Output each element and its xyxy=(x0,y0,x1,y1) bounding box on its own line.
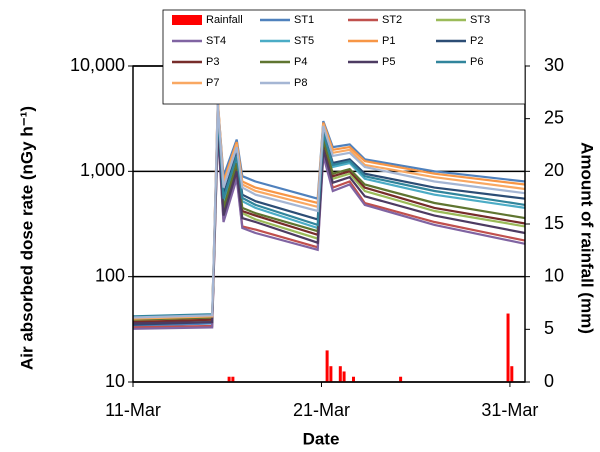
y-tick-label: 10 xyxy=(105,371,125,391)
rainfall-bar xyxy=(329,366,333,382)
legend-swatch xyxy=(172,15,202,25)
series-line xyxy=(132,99,526,322)
legend-label: P3 xyxy=(206,56,219,68)
legend-label: P7 xyxy=(206,77,219,89)
rainfall-bar xyxy=(399,376,403,382)
legend-label: P4 xyxy=(294,56,307,68)
y-axis-title: Air absorbed dose rate (nGy h⁻¹) xyxy=(17,106,36,370)
rainfall-bar xyxy=(231,376,235,382)
legend-label: ST3 xyxy=(470,14,490,26)
plot-frame xyxy=(132,65,526,383)
y2-tick-label: 5 xyxy=(544,318,554,338)
x-tick-label: 21-Mar xyxy=(293,400,350,420)
legend-label: ST5 xyxy=(294,35,314,47)
legend-label: P2 xyxy=(470,35,483,47)
y2-tick-label: 25 xyxy=(544,107,564,127)
series-line xyxy=(132,103,526,319)
y2-axis-title: Amount of rainfall (mm) xyxy=(578,142,597,334)
y-tick-label: 1,000 xyxy=(80,160,125,180)
x-axis-title: Date xyxy=(303,429,340,448)
y2-tick-label: 30 xyxy=(544,55,564,75)
legend-label: P5 xyxy=(382,56,395,68)
rainfall-bar xyxy=(325,350,329,382)
rainfall-bar xyxy=(352,376,355,382)
rainfall-bar xyxy=(227,376,231,382)
rainfall-bar xyxy=(510,366,514,382)
rainfall-bar xyxy=(506,313,510,382)
legend-label: P6 xyxy=(470,56,483,68)
legend-label: ST2 xyxy=(382,14,402,26)
y2-tick-label: 0 xyxy=(544,371,554,391)
rainfall-bar xyxy=(338,366,342,382)
legend-label: P1 xyxy=(382,35,395,47)
y2-tick-label: 10 xyxy=(544,265,564,285)
y-tick-label: 100 xyxy=(95,265,125,285)
legend-label: ST1 xyxy=(294,14,314,26)
legend-label: ST4 xyxy=(206,35,226,47)
rainfall-bar xyxy=(342,371,346,382)
x-tick-label: 11-Mar xyxy=(105,400,161,420)
legend-box xyxy=(162,9,526,105)
legend-label: P8 xyxy=(294,77,307,89)
y-tick-label: 10,000 xyxy=(70,55,125,75)
y2-tick-label: 15 xyxy=(544,213,564,233)
legend-label: Rainfall xyxy=(206,14,243,26)
x-tick-label: 31-Mar xyxy=(481,400,538,420)
y2-tick-label: 20 xyxy=(544,160,564,180)
